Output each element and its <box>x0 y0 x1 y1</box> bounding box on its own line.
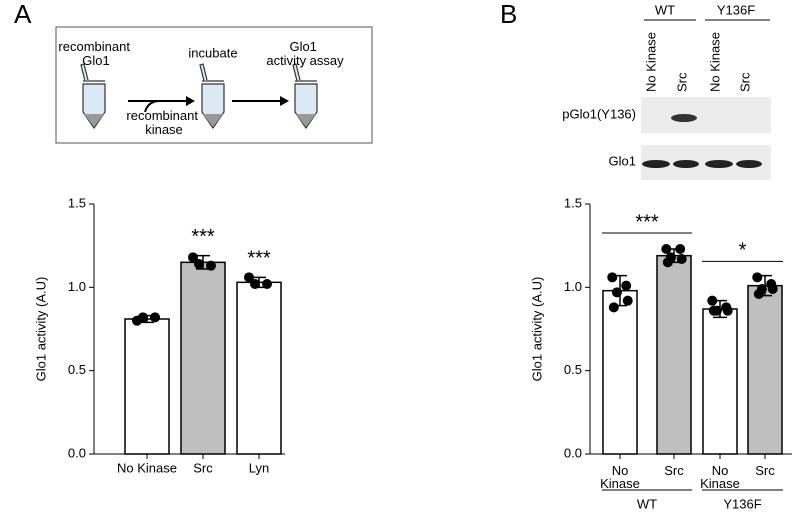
y-tick-label: 0.0 <box>564 445 582 460</box>
y-tick-label: 1.5 <box>564 195 582 210</box>
panel-label: B <box>500 0 517 29</box>
schematic-label: incubate <box>188 45 237 60</box>
data-point <box>608 302 619 313</box>
significance: *** <box>247 248 271 270</box>
data-point <box>188 252 198 263</box>
bar <box>236 281 282 455</box>
group-label: WT <box>655 2 675 17</box>
y-tick-label: 0.0 <box>68 445 86 460</box>
schematic-label: recombinant kinase <box>126 108 201 137</box>
x-tick-label: Src <box>755 463 775 478</box>
data-point <box>206 260 216 271</box>
bar <box>180 261 226 455</box>
data-point <box>250 279 260 289</box>
bar <box>602 289 638 455</box>
data-point <box>150 312 160 323</box>
data-point <box>611 287 622 298</box>
data-point <box>138 312 148 323</box>
y-tick-label: 1.0 <box>564 279 582 294</box>
data-point <box>708 305 719 316</box>
x-tick-label: No Kinase <box>117 460 177 475</box>
y-axis-label: Glo1 activity (A.U) <box>529 277 544 382</box>
y-axis-label: Glo1 activity (A.U) <box>33 277 48 382</box>
bands <box>642 160 762 168</box>
significance: *** <box>635 211 659 233</box>
significance: * <box>739 240 747 262</box>
tube-liquid <box>84 114 316 127</box>
lane-label: Src <box>674 72 689 92</box>
bar <box>124 318 170 455</box>
y-tick-label: 0.5 <box>68 362 86 377</box>
data-point <box>707 295 718 306</box>
arrowhead <box>186 96 195 106</box>
schematic-label: Glo1 activity assay <box>266 39 344 68</box>
bar <box>702 308 738 455</box>
lane-label: No Kinase <box>707 32 722 92</box>
data-point <box>661 244 672 254</box>
significance: *** <box>191 226 215 248</box>
x-tick-label: Src <box>193 460 213 475</box>
data-point <box>621 280 632 291</box>
data-point <box>262 279 272 289</box>
group-label: Y136F <box>723 496 761 511</box>
group-label: Y136F <box>717 2 755 17</box>
data-point <box>753 289 764 299</box>
data-point <box>244 272 254 283</box>
arrowhead <box>280 96 289 106</box>
data-point <box>722 305 733 316</box>
data-point <box>607 272 618 283</box>
row-label: pGlo1(Y136) <box>562 106 636 121</box>
x-tick-label: Lyn <box>249 460 269 475</box>
data-point <box>622 295 633 306</box>
y-tick-label: 1.5 <box>68 195 86 210</box>
data-point <box>662 257 673 268</box>
data-point <box>194 259 204 269</box>
arrow <box>144 100 161 113</box>
data-point <box>767 284 778 294</box>
row-label: Glo1 <box>609 153 636 168</box>
panel-label: A <box>14 0 32 29</box>
x-tick-label: No Kinase <box>700 463 740 491</box>
bar <box>656 254 692 455</box>
data-point <box>675 244 686 254</box>
x-tick-label: No Kinase <box>600 463 640 491</box>
data-point <box>752 272 763 283</box>
x-tick-label: Src <box>664 463 684 478</box>
y-tick-label: 1.0 <box>68 279 86 294</box>
lane-label: Src <box>737 72 752 92</box>
data-point <box>676 254 687 264</box>
group-label: WT <box>637 496 657 511</box>
y-tick-label: 0.5 <box>564 362 582 377</box>
lane-label: No Kinase <box>643 32 658 92</box>
blot-row <box>641 97 771 133</box>
schematic-label: recombinant Glo1 <box>58 39 133 68</box>
schematic-box <box>55 26 373 144</box>
band <box>671 114 697 122</box>
bar <box>747 284 783 455</box>
